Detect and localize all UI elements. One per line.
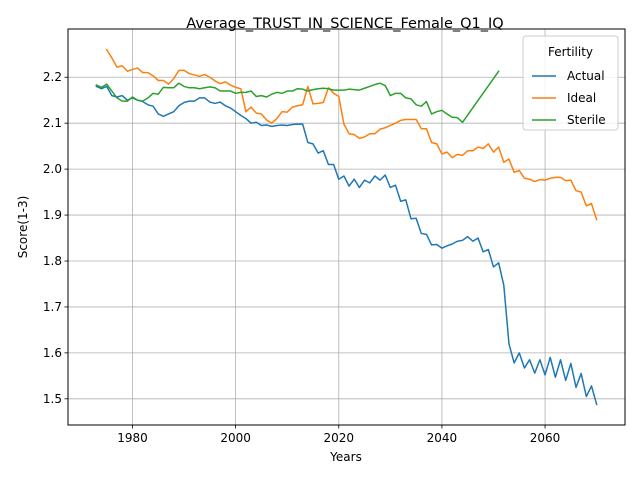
y-tick-label: 2.0 [43,162,62,176]
x-tick-label: 1980 [117,431,148,445]
y-axis-label: Score(1-3) [16,196,30,259]
legend-box [522,35,619,131]
legend-label-sterile: Sterile [567,113,606,127]
grid [68,29,625,425]
x-axis-label: Years [329,450,362,464]
axis-ticks: 1980 2000 2020 2040 2060 1.5 1.6 1.7 1.8 1.9 2.0 2.… [43,70,560,445]
plot-area-frame [67,28,626,426]
y-tick-label: 1.9 [43,208,62,222]
y-tick-label: 2.2 [43,70,62,84]
x-tick-label: 2040 [427,431,458,445]
series-line-ideal [105,48,598,221]
series-line-sterile [95,70,500,124]
series-line-actual [95,85,598,406]
legend-label-actual: Actual [567,69,605,83]
y-tick-label: 1.7 [43,300,62,314]
y-tick-label: 2.1 [43,116,62,130]
x-tick-label: 2060 [530,431,561,445]
y-tick-label: 1.6 [43,346,62,360]
x-tick-label: 2000 [220,431,251,445]
y-tick-label: 1.5 [43,392,62,406]
chart-title: Average_TRUST_IN_SCIENCE_Female_Q1_IQ [186,16,503,32]
x-tick-label: 2020 [323,431,354,445]
series-lines [95,48,598,406]
legend-label-ideal: Ideal [567,91,596,105]
legend-title: Fertility [548,45,593,59]
y-tick-label: 1.8 [43,254,62,268]
legend: Fertility Actual Ideal Sterile [522,35,619,131]
